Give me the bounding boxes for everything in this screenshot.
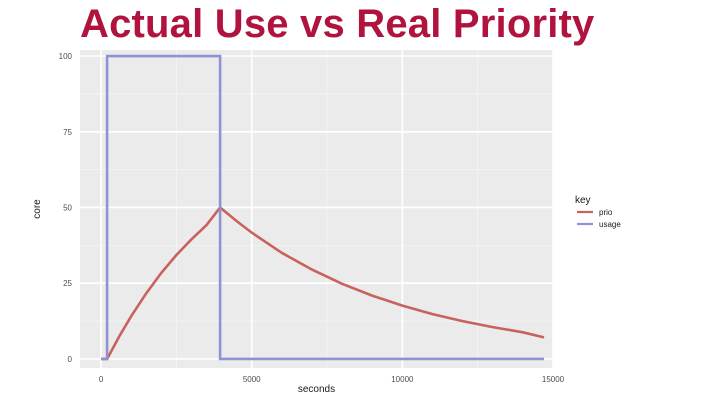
x-tick-label: 0 [99, 375, 104, 384]
x-tick-label: 5000 [243, 375, 261, 384]
legend-title: key [575, 195, 591, 206]
grid-minor [80, 50, 553, 368]
series-layer [101, 54, 545, 361]
y-tick-label: 25 [63, 279, 72, 288]
legend-items: prio usage [577, 208, 621, 229]
legend: key prio usage [575, 195, 621, 229]
y-tick-label: 100 [59, 52, 73, 61]
slide-title: Actual Use vs Real Priority [80, 2, 595, 46]
x-tick-label: 10000 [391, 375, 414, 384]
legend-label-usage: usage [599, 220, 621, 229]
y-tick-label: 75 [63, 128, 72, 137]
series-line-prio [101, 205, 545, 361]
x-tick-label: 15000 [542, 375, 565, 384]
y-tick-label: 50 [63, 203, 72, 212]
plot-panel [80, 50, 553, 368]
series-line-usage [101, 54, 544, 361]
grid-major [80, 50, 554, 368]
legend-label-prio: prio [599, 208, 613, 217]
y-axis-title: core [32, 199, 43, 219]
y-tick-labels: 0 25 50 75 100 [59, 52, 73, 364]
x-tick-labels: 0 5000 10000 15000 [99, 375, 565, 384]
y-tick-label: 0 [68, 355, 73, 364]
x-axis-title: seconds [298, 384, 335, 395]
